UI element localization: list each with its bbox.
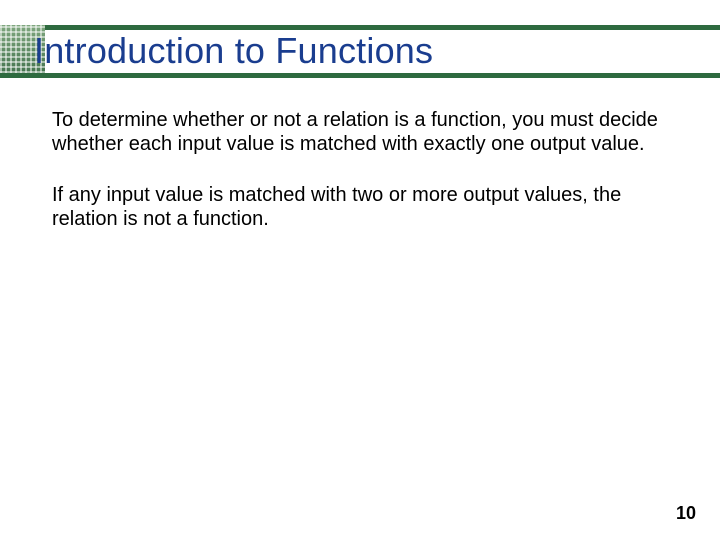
header-area: Introduction to Functions xyxy=(0,0,720,90)
header-bottom-rule xyxy=(0,73,720,78)
page-number: 10 xyxy=(676,503,696,524)
body-paragraph: If any input value is matched with two o… xyxy=(52,183,660,232)
slide-title: Introduction to Functions xyxy=(34,30,433,72)
slide-body: To determine whether or not a relation i… xyxy=(52,108,660,258)
body-paragraph: To determine whether or not a relation i… xyxy=(52,108,660,157)
